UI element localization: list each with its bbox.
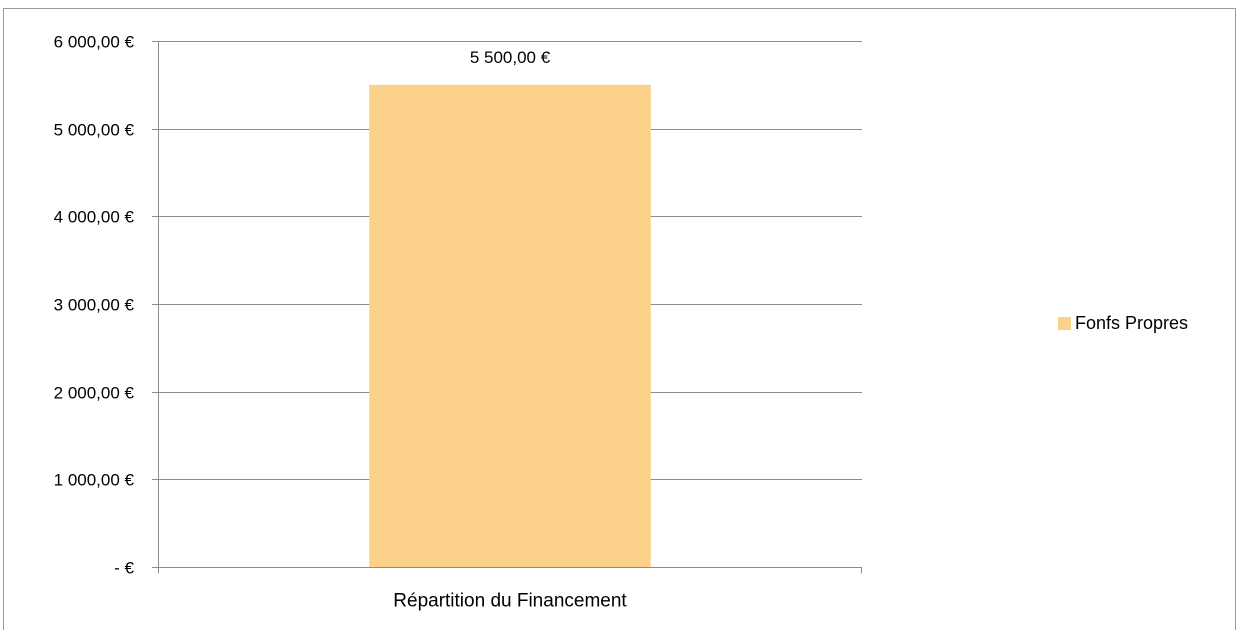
y-tick-label: - €	[114, 559, 134, 578]
y-tick-label: 3 000,00 €	[54, 296, 135, 315]
legend: Fonfs Propres	[1058, 313, 1188, 333]
labels: - € 1 000,00 € 2 000,00 € 3 000,00 € 4 000,0…	[54, 33, 628, 612]
y-tick-label: 5 000,00 €	[54, 121, 135, 140]
y-tick-label: 4 000,00 €	[54, 208, 135, 227]
legend-label: Fonfs Propres	[1075, 313, 1188, 333]
x-category-label: Répartition du Financement	[393, 591, 627, 612]
bars	[369, 84, 651, 567]
legend-swatch	[1058, 317, 1071, 330]
y-tick-label: 2 000,00 €	[54, 384, 135, 403]
y-tick-label: 1 000,00 €	[54, 471, 135, 490]
axes	[152, 41, 862, 574]
data-label: 5 500,00 €	[470, 48, 551, 67]
y-tick-label: 6 000,00 €	[54, 33, 135, 52]
bar	[369, 84, 651, 567]
